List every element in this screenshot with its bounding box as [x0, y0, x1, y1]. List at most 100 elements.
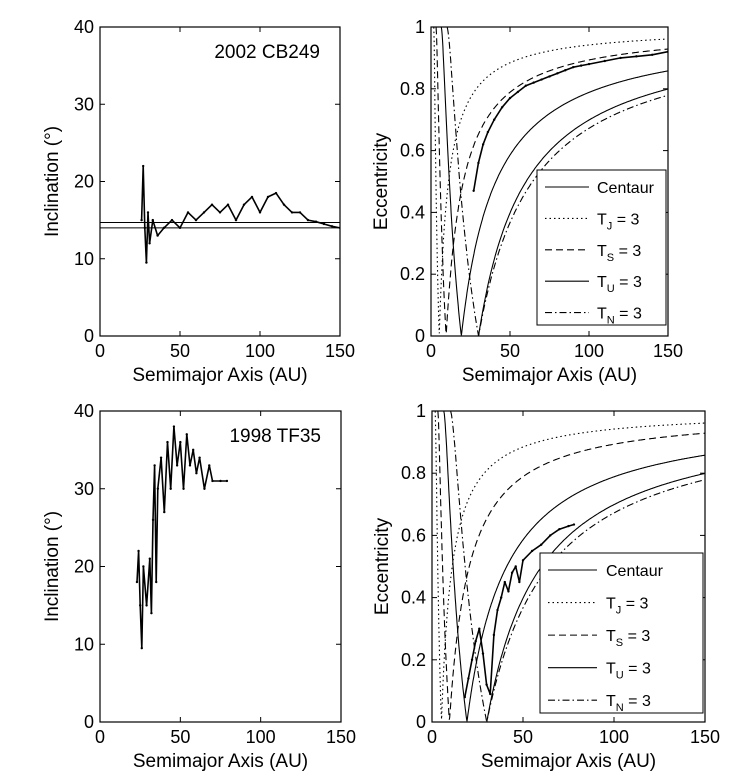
p4-ytick-label: 0.6	[401, 525, 426, 545]
p1-object-name: 2002 CB249	[214, 42, 320, 63]
p2-trajectory-point	[579, 64, 583, 67]
p1-trajectory-point	[330, 225, 334, 228]
p3-trajectory-point	[142, 565, 145, 568]
p1-trajectory-point	[186, 211, 190, 214]
p2-trajectory-point	[508, 96, 512, 100]
p2-ytick-label: 0.2	[400, 264, 425, 284]
p3-trajectory-point	[150, 611, 153, 615]
p3-trajectory-point	[145, 604, 148, 607]
p1-trajectory-point	[250, 195, 254, 199]
p3-trajectory-point	[137, 549, 140, 553]
p4-trajectory-point	[496, 608, 499, 612]
p3-trajectory-point	[225, 479, 229, 483]
p2-trajectory-point	[477, 161, 480, 165]
p1-xtick-label: 0	[95, 341, 105, 361]
p2-trajectory-point	[532, 81, 535, 84]
p2-xtick-label: 50	[500, 341, 520, 361]
p2-tn-curve	[446, 27, 668, 336]
p2-tj-curve	[433, 27, 668, 334]
p3-trajectory-point	[203, 487, 206, 490]
p3-trajectory-point	[191, 448, 195, 452]
p4-trajectory-point	[572, 523, 576, 526]
p2-xtick-label: 0	[426, 341, 436, 361]
p2-trajectory-point	[540, 78, 543, 81]
p1-trajectory-point	[338, 226, 340, 230]
p1-trajectory-point	[266, 195, 270, 199]
p2-ts-curve	[435, 27, 668, 334]
p1-trajectory-point	[140, 218, 143, 222]
p1-trajectory-point	[146, 211, 150, 214]
p1-trajectory-point	[242, 203, 246, 206]
p4-ytick-label: 0.4	[401, 588, 426, 608]
p2-legend-label: TU = 3	[597, 274, 642, 295]
p2-xtick-label: 100	[574, 341, 604, 361]
p1-xlabel: Semimajor Axis (AU)	[132, 365, 307, 386]
p1-trajectory-point	[258, 211, 262, 214]
p2-centaur-curve	[478, 88, 668, 336]
p4-ytick-label: 0	[416, 712, 426, 732]
p2-tu-curve	[440, 27, 668, 336]
p2-trajectory-point	[493, 118, 496, 121]
p4-xlabel: Semimajor Axis (AU)	[481, 751, 656, 772]
p1-ytick-label: 10	[74, 249, 94, 269]
p3-ytick-label: 10	[74, 634, 94, 654]
p3-trajectory-point	[195, 472, 198, 475]
p1-ytick-label: 40	[74, 17, 94, 37]
p4-trajectory-point	[510, 571, 514, 574]
p3-ylabel: Inclination (°)	[42, 511, 63, 622]
p4-trajectory-point	[503, 580, 506, 584]
p3-trajectory-point	[148, 557, 152, 560]
p4-trajectory-point	[467, 677, 470, 680]
p1-chart: 0 50 100 150 0 10 20 30 40 Semimajor Axis (AU) Inc…	[42, 17, 355, 386]
p1-trajectory-point	[218, 211, 222, 214]
p4-trajectory-point	[518, 580, 521, 584]
p4-trajectory-point	[478, 627, 481, 630]
p4-legend-label: TJ = 3	[606, 596, 649, 617]
p1-ytick-label: 30	[74, 94, 94, 114]
p4-ytick-label: 1	[416, 401, 426, 421]
p1-trajectory-point	[162, 226, 166, 230]
p4-legend-label: TS = 3	[606, 628, 650, 649]
p4-axes-frame	[431, 410, 706, 723]
p3-ytick-label: 30	[74, 479, 94, 499]
p4-trajectory-point	[558, 527, 561, 531]
p4-legend-box	[539, 552, 704, 714]
p3-xtick-label: 0	[95, 727, 105, 747]
p1-ytick-label: 20	[74, 172, 94, 192]
p2-trajectory-line	[472, 50, 668, 191]
p1-plot-area	[100, 164, 340, 264]
p2-ytick-label: 0	[415, 326, 425, 346]
p3-trajectory-point	[188, 464, 192, 467]
p3-trajectory-point	[155, 580, 158, 584]
p3-xlabel: Semimajor Axis (AU)	[133, 751, 308, 772]
p4-trajectory-point	[474, 639, 477, 643]
p4-legend-label: TU = 3	[606, 661, 651, 682]
p1-trajectory-point	[151, 218, 154, 222]
p3-trajectory-point	[153, 464, 156, 467]
p3-trajectory-point	[151, 518, 155, 522]
p4-tu-curve	[443, 411, 705, 722]
p1-trajectory-line	[140, 165, 340, 264]
p4-trajectory-point	[499, 596, 503, 599]
p1-trajectory-point	[156, 234, 159, 237]
p4-trajectory-point	[540, 543, 543, 546]
p4-trajectory-point	[481, 652, 485, 655]
p4-legend-label: TN = 3	[606, 693, 651, 714]
p2-legend-box	[536, 169, 667, 326]
p3-trajectory-line	[136, 425, 227, 649]
p3-trajectory-point	[166, 440, 169, 444]
p4-ytick-label: 0.8	[401, 463, 426, 483]
p1-trajectory-point	[274, 191, 278, 195]
p4-trajectory-point	[463, 695, 466, 699]
p3-ytick-label: 40	[74, 401, 94, 421]
p3-trajectory-point	[182, 487, 185, 490]
p1-xtick-label: 150	[325, 341, 355, 361]
p3-trajectory-point	[198, 456, 201, 459]
p1-trajectory-point	[202, 211, 206, 214]
p4-plot-area	[434, 411, 705, 722]
p3-plot-area	[135, 425, 229, 650]
p3-trajectory-point	[138, 604, 142, 607]
p4-trajectory-point	[485, 683, 488, 686]
p2-ytick-label: 0.4	[400, 202, 425, 222]
